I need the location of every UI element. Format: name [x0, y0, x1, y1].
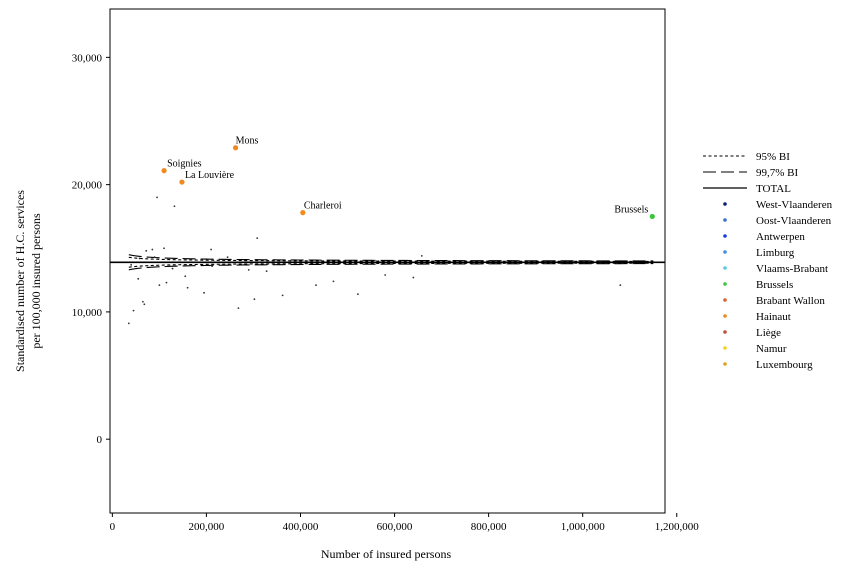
legend-marker [723, 314, 727, 318]
data-point [145, 249, 148, 252]
data-point [384, 274, 387, 276]
data-point [142, 300, 144, 303]
data-point [412, 276, 415, 279]
x-tick-label: 600,000 [377, 521, 413, 533]
legend-label: Brussels [756, 279, 793, 291]
data-point [153, 256, 156, 259]
legend-marker [723, 282, 727, 286]
x-tick-label: 1,000,000 [561, 521, 606, 533]
legend: 95% BI 99,7% BI TOTAL West-Vlaanderen Oost-V… [703, 151, 833, 371]
y-tick-label: 10,000 [72, 307, 103, 319]
legend-marker [723, 250, 727, 254]
data-point [165, 281, 168, 284]
data-point [265, 270, 268, 273]
y-tick-label: 30,000 [72, 52, 103, 64]
y-tick-label: 20,000 [72, 180, 103, 192]
legend-label: Hainaut [756, 311, 791, 323]
data-point [253, 298, 256, 301]
legend-marker [723, 234, 727, 238]
data-point [256, 237, 259, 239]
legend-marker [723, 330, 727, 334]
legend-marker [723, 298, 727, 302]
svg-text:Standardised number of H.C. se: Standardised number of H.C. services [13, 190, 27, 372]
x-tick-label: 0 [110, 521, 116, 533]
x-axis: 0 200,000 400,000 600,000 800,000 1,000,000 1,… [110, 513, 700, 533]
legend-label: Antwerpen [756, 231, 805, 243]
data-point [247, 269, 250, 271]
legend-label: Limburg [756, 247, 795, 259]
data-point [420, 255, 423, 257]
data-point [315, 284, 317, 287]
legend-label: Brabant Wallon [756, 295, 825, 307]
data-point [171, 267, 174, 270]
highlighted-point [300, 210, 306, 216]
data-point [173, 205, 176, 208]
legend-marker [723, 202, 727, 206]
data-point [143, 303, 146, 306]
legend-marker [723, 218, 727, 222]
data-point [138, 257, 141, 260]
data-point [356, 293, 359, 295]
legend-label: Namur [756, 343, 787, 355]
point-label: La Louvière [185, 170, 235, 181]
data-point [151, 248, 154, 251]
data-point [156, 196, 158, 199]
highlighted-point [179, 179, 185, 185]
legend-label: West-Vlaanderen [756, 199, 833, 211]
ci997-upper-curve [128, 254, 654, 262]
ci95-upper-curve [128, 256, 654, 262]
highlighted-point [161, 168, 167, 174]
confidence-bands [128, 254, 654, 271]
data-point [158, 284, 161, 287]
data-point [203, 291, 205, 294]
point-label: Brussels [614, 204, 648, 215]
ci95-lower-curve [128, 262, 654, 268]
highlighted-point [232, 145, 239, 151]
data-point [332, 280, 335, 283]
data-point [163, 247, 165, 250]
point-label: Mons [236, 136, 259, 147]
legend-label: Liège [756, 327, 781, 339]
legend-label: Luxembourg [756, 359, 813, 371]
data-point [619, 284, 622, 287]
point-label: Soignies [167, 159, 202, 170]
legend-label: TOTAL [756, 183, 791, 195]
data-point [281, 294, 284, 297]
legend-marker [723, 362, 727, 366]
legend-marker [723, 346, 727, 350]
y-axis: 0 10,000 20,000 30,000 [72, 52, 110, 446]
x-tick-label: 1,200,000 [655, 521, 700, 533]
y-axis-title: Standardised number of H.C. services per… [13, 190, 43, 372]
data-point [237, 307, 240, 309]
data-point [210, 248, 213, 251]
data-point [137, 277, 140, 280]
data-point [130, 263, 133, 266]
y-tick-label: 0 [97, 434, 103, 446]
x-tick-label: 800,000 [471, 521, 507, 533]
legend-label: 95% BI [756, 151, 790, 163]
legend-marker [723, 266, 727, 270]
data-point [127, 322, 130, 325]
legend-label: Oost-Vlaanderen [756, 215, 832, 227]
data-point [211, 265, 213, 267]
x-tick-label: 200,000 [189, 521, 225, 533]
data-point [226, 256, 229, 259]
legend-label: 99,7% BI [756, 167, 799, 179]
data-point [184, 275, 187, 278]
highlighted-point [649, 213, 655, 220]
data-point [132, 309, 135, 312]
point-label: Charleroi [304, 201, 342, 212]
svg-text:per 100,000 insured persons: per 100,000 insured persons [29, 213, 43, 349]
data-point [166, 257, 169, 260]
x-axis-title: Number of insured persons [321, 547, 452, 561]
x-tick-label: 400,000 [283, 521, 319, 533]
data-point [186, 286, 189, 289]
ci997-lower-curve [128, 263, 654, 271]
legend-label: Vlaams-Brabant [756, 263, 828, 275]
